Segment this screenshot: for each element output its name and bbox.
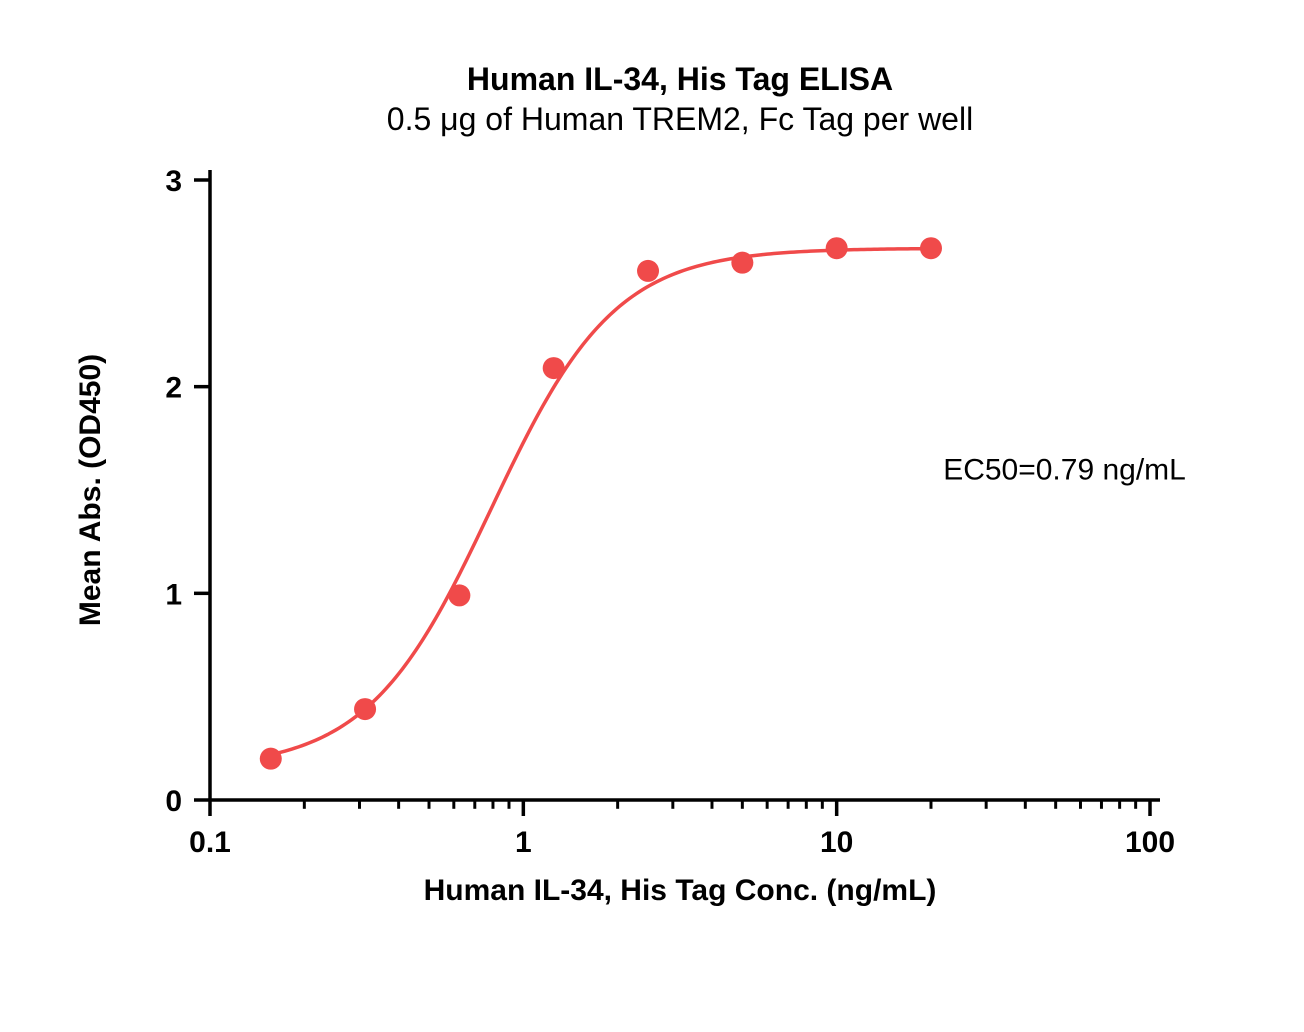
chart-title: Human IL-34, His Tag ELISA bbox=[467, 61, 893, 97]
data-point bbox=[354, 698, 376, 720]
y-tick-label: 2 bbox=[165, 372, 182, 405]
x-tick-label: 10 bbox=[820, 826, 853, 859]
y-tick-label: 1 bbox=[165, 578, 182, 611]
chart-svg: Human IL-34, His Tag ELISA 0.5 μg of Huma… bbox=[0, 0, 1304, 1032]
y-tick-label: 3 bbox=[165, 165, 182, 198]
data-point bbox=[920, 237, 942, 259]
data-point bbox=[731, 252, 753, 274]
data-point bbox=[260, 748, 282, 770]
x-tick-label: 1 bbox=[515, 826, 532, 859]
data-point bbox=[543, 357, 565, 379]
x-tick-label: 0.1 bbox=[189, 826, 231, 859]
y-tick-label: 0 bbox=[165, 785, 182, 818]
data-point bbox=[637, 260, 659, 282]
x-tick-label: 100 bbox=[1125, 826, 1175, 859]
data-point bbox=[448, 584, 470, 606]
ec50-annotation: EC50=0.79 ng/mL bbox=[943, 454, 1186, 487]
chart-subtitle: 0.5 μg of Human TREM2, Fc Tag per well bbox=[387, 101, 973, 137]
x-axis-label: Human IL-34, His Tag Conc. (ng/mL) bbox=[424, 874, 937, 907]
data-point bbox=[826, 237, 848, 259]
y-axis-label: Mean Abs. (OD450) bbox=[74, 354, 107, 626]
chart-container: Human IL-34, His Tag ELISA 0.5 μg of Huma… bbox=[0, 0, 1304, 1032]
